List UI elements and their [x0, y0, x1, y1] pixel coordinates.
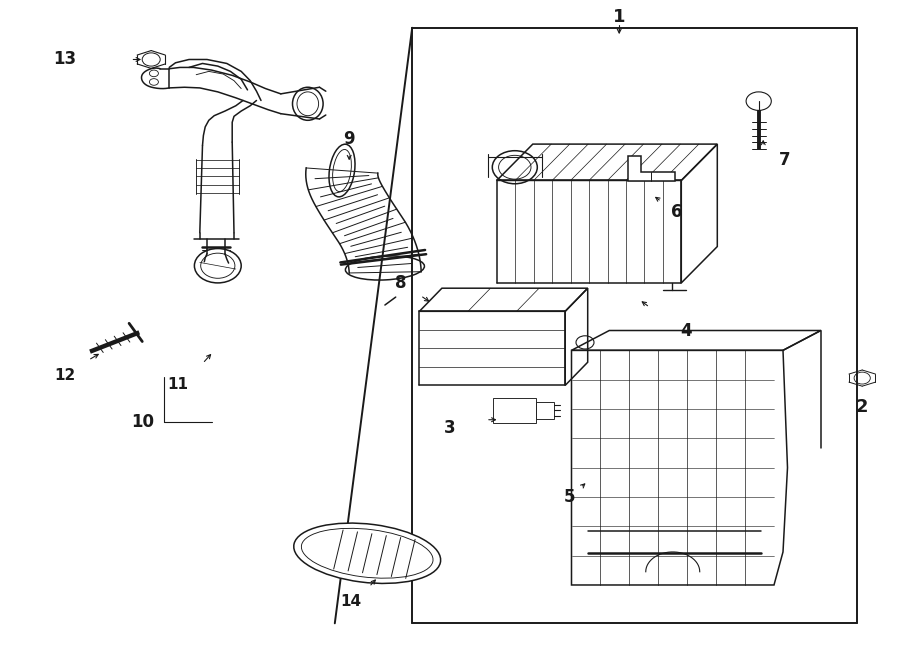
Text: 3: 3	[445, 419, 455, 438]
Text: 12: 12	[54, 368, 76, 383]
Circle shape	[746, 92, 771, 110]
Text: 2: 2	[856, 397, 868, 416]
Text: 8: 8	[395, 274, 406, 292]
Text: 5: 5	[564, 488, 575, 506]
Bar	[493, 398, 536, 423]
Bar	[536, 402, 554, 419]
Circle shape	[194, 249, 241, 283]
Polygon shape	[628, 156, 675, 181]
Text: 14: 14	[340, 594, 362, 609]
Text: 4: 4	[680, 321, 691, 340]
Text: 7: 7	[779, 151, 790, 169]
Text: 1: 1	[613, 7, 626, 26]
Text: 9: 9	[344, 130, 355, 148]
Text: 13: 13	[53, 50, 76, 69]
Ellipse shape	[293, 523, 441, 584]
Text: 10: 10	[130, 412, 154, 431]
Text: 6: 6	[671, 202, 682, 221]
Text: 11: 11	[167, 377, 189, 392]
